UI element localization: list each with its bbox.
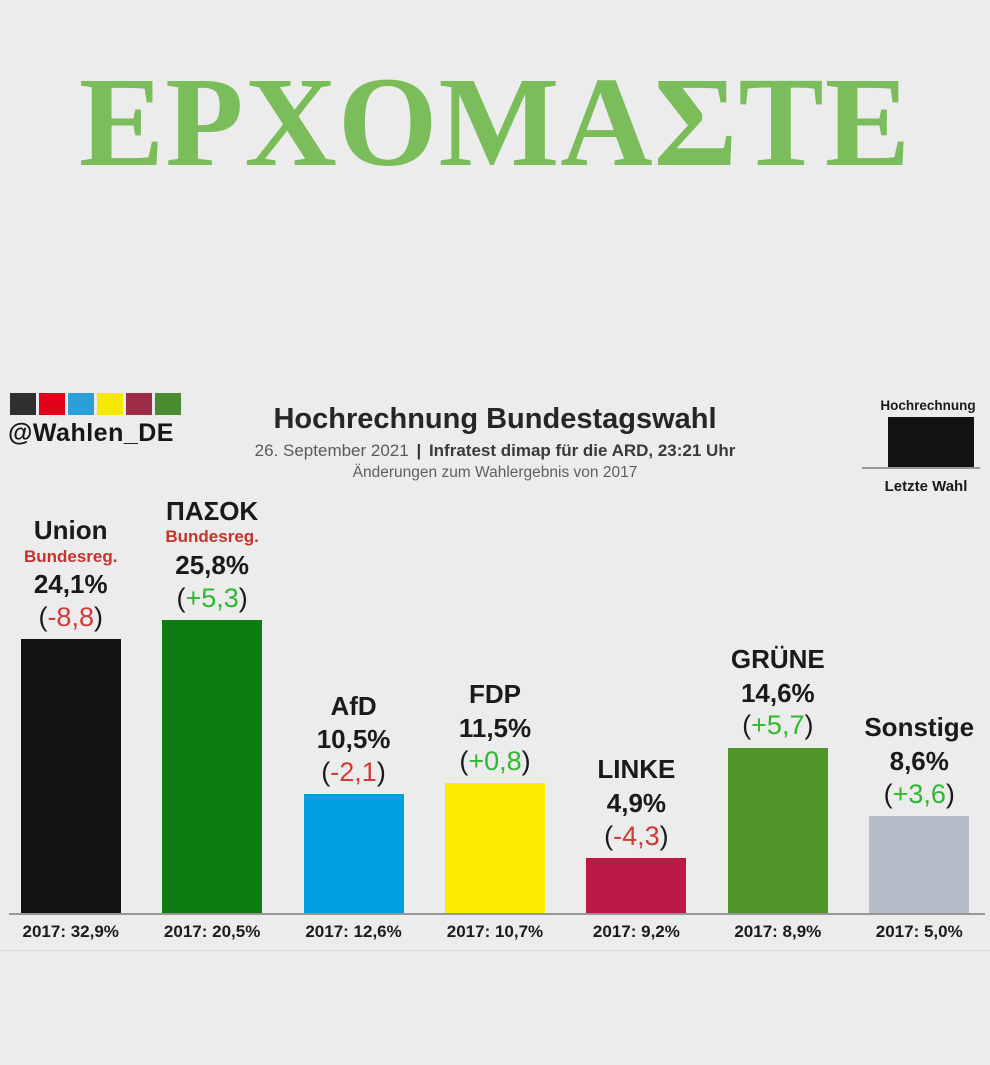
paren-open: ( bbox=[742, 710, 752, 741]
subtitle-source: Infratest dimap für die ARD, 23:21 Uhr bbox=[428, 440, 736, 460]
axis-label-linke: 2017: 9,2% bbox=[592, 922, 680, 941]
header-titles: Hochrechnung Bundestagswahl 26. Septembe… bbox=[0, 402, 990, 482]
party-change-gruene: (+5,7) bbox=[742, 709, 813, 741]
bottom-divider bbox=[0, 950, 990, 951]
legend-bar-swatch bbox=[888, 417, 974, 467]
page-title: Hochrechnung Bundestagswahl bbox=[273, 403, 717, 435]
party-change-afd: (-2,1) bbox=[321, 756, 386, 788]
bar-pasok bbox=[162, 619, 263, 914]
axis-label-union: 2017: 32,9% bbox=[22, 922, 119, 941]
paren-open: ( bbox=[604, 820, 614, 851]
axis-label-sonstige: 2017: 5,0% bbox=[875, 922, 963, 941]
paren-open: ( bbox=[459, 745, 469, 776]
party-tag-union: Bundesreg. bbox=[23, 546, 118, 566]
bar-column-fdp: FDP 11,5% (+0,8) bbox=[424, 0, 565, 914]
party-name-sonstige: Sonstige bbox=[864, 712, 975, 743]
paren-open: ( bbox=[883, 778, 893, 809]
axis-label-afd: 2017: 12,6% bbox=[305, 922, 402, 941]
logo-square-1 bbox=[39, 393, 65, 415]
logo-square-2 bbox=[68, 393, 94, 415]
logo-color-squares bbox=[10, 393, 198, 415]
logo-handle: @Wahlen_DE bbox=[8, 419, 174, 447]
party-name-union: Union bbox=[33, 514, 108, 545]
axis-label-gruene: 2017: 8,9% bbox=[734, 922, 822, 941]
change-value: +3,6 bbox=[892, 778, 946, 809]
subtitle-date: 26. September 2021 bbox=[254, 440, 409, 460]
wahlen-de-logo: @Wahlen_DE bbox=[8, 393, 198, 448]
chart-legend: Hochrechnung Letzte Wahl bbox=[862, 398, 980, 495]
bar-afd bbox=[303, 794, 404, 914]
party-name-afd: AfD bbox=[330, 690, 377, 721]
party-change-pasok: (+5,3) bbox=[176, 582, 247, 614]
axis-baseline bbox=[9, 913, 985, 915]
paren-close: ) bbox=[659, 820, 669, 851]
logo-square-3 bbox=[97, 393, 123, 415]
change-value: -8,8 bbox=[47, 601, 94, 632]
bar-column-pasok: ΠΑΣΟΚ Bundesreg. 25,8% (+5,3) bbox=[141, 0, 282, 914]
logo-square-5 bbox=[155, 393, 181, 415]
paren-close: ) bbox=[376, 756, 386, 787]
bar-sonstige bbox=[869, 816, 970, 914]
change-value: +5,3 bbox=[185, 582, 239, 613]
axis-label-fdp: 2017: 10,7% bbox=[446, 922, 544, 941]
bar-column-gruene: GRÜNE 14,6% (+5,7) bbox=[707, 0, 848, 914]
axis-2017-labels: 2017: 32,9% 2017: 20,5% 2017: 12,6% 2017: 1… bbox=[0, 922, 990, 942]
party-name-linke: LINKE bbox=[597, 754, 676, 785]
subtitle-separator: | bbox=[416, 440, 422, 460]
logo-square-4 bbox=[126, 393, 152, 415]
bar-column-sonstige: Sonstige 8,6% (+3,6) bbox=[849, 0, 990, 914]
bar-linke bbox=[586, 858, 687, 914]
party-result-pasok: 25,8% bbox=[175, 550, 249, 581]
paren-close: ) bbox=[238, 582, 248, 613]
bar-gruene bbox=[727, 747, 828, 914]
party-change-sonstige: (+3,6) bbox=[884, 778, 955, 810]
change-value: +5,7 bbox=[751, 710, 805, 741]
paren-open: ( bbox=[38, 601, 48, 632]
subtitle-line: 26. September 2021 | Infratest dimap für… bbox=[0, 441, 990, 461]
subtitle-note: Änderungen zum Wahlergebnis von 2017 bbox=[352, 463, 638, 481]
change-value: +0,8 bbox=[468, 745, 522, 776]
axis-label-pasok: 2017: 20,5% bbox=[163, 922, 261, 941]
logo-square-0 bbox=[10, 393, 36, 415]
bar-union bbox=[20, 639, 121, 914]
bar-fdp bbox=[444, 782, 545, 914]
party-change-fdp: (+0,8) bbox=[459, 745, 530, 777]
party-tag-pasok: Bundesreg. bbox=[165, 527, 259, 547]
paren-open: ( bbox=[321, 756, 331, 787]
party-change-linke: (-4,3) bbox=[604, 820, 669, 852]
legend-hochrechnung-label: Hochrechnung bbox=[880, 398, 976, 413]
paren-close: ) bbox=[93, 601, 103, 632]
paren-open: ( bbox=[176, 582, 186, 613]
party-name-gruene: GRÜNE bbox=[730, 643, 825, 674]
party-result-sonstige: 8,6% bbox=[889, 746, 949, 777]
change-value: -2,1 bbox=[330, 756, 377, 787]
paren-close: ) bbox=[804, 710, 814, 741]
bar-column-linke: LINKE 4,9% (-4,3) bbox=[566, 0, 707, 914]
party-result-afd: 10,5% bbox=[316, 724, 391, 755]
bar-column-afd: AfD 10,5% (-2,1) bbox=[283, 0, 424, 914]
paren-close: ) bbox=[521, 745, 531, 776]
change-value: -4,3 bbox=[613, 820, 660, 851]
party-result-linke: 4,9% bbox=[606, 788, 667, 819]
legend-baseline-swatch bbox=[862, 467, 980, 469]
party-name-fdp: FDP bbox=[468, 679, 521, 710]
banner-title: ΕΡΧΟΜΑΣΤΕ bbox=[78, 51, 912, 193]
party-name-pasok: ΠΑΣΟΚ bbox=[166, 495, 259, 526]
paren-close: ) bbox=[945, 778, 955, 809]
bar-chart: Union Bundesreg. 24,1% (-8,8) ΠΑΣΟΚ Bundesreg… bbox=[0, 0, 990, 914]
legend-letzte-wahl-label: Letzte Wahl bbox=[884, 478, 968, 495]
bar-column-union: Union Bundesreg. 24,1% (-8,8) bbox=[0, 0, 141, 914]
party-result-union: 24,1% bbox=[33, 569, 108, 600]
party-change-union: (-8,8) bbox=[38, 601, 103, 633]
party-result-gruene: 14,6% bbox=[740, 677, 815, 708]
party-result-fdp: 11,5% bbox=[458, 713, 532, 744]
